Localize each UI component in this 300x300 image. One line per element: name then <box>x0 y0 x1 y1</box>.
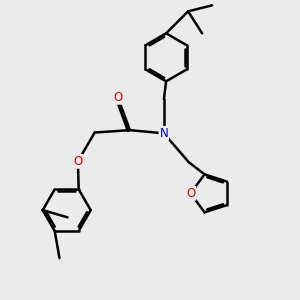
Text: N: N <box>160 127 168 140</box>
Text: O: O <box>113 91 122 104</box>
Text: O: O <box>73 155 83 168</box>
Text: O: O <box>186 187 195 200</box>
